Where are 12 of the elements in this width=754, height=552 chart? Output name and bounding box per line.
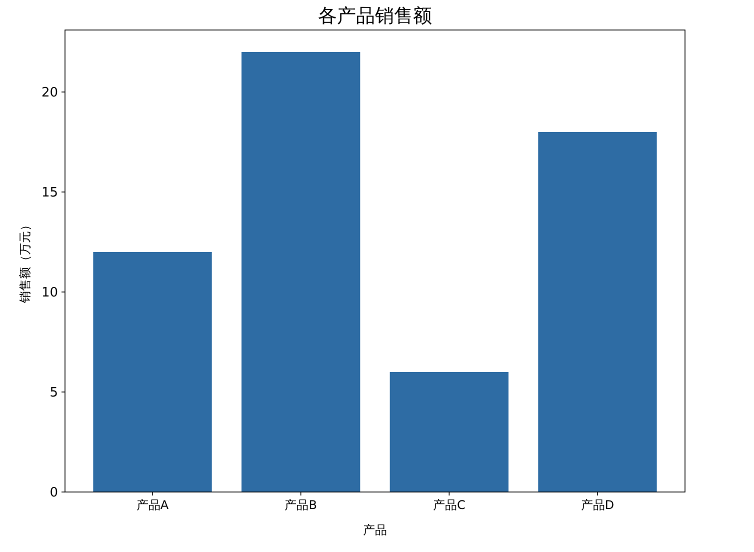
y-tick-label: 15 (41, 186, 58, 200)
y-tick-label: 10 (41, 286, 58, 300)
x-axis-title: 产品 (363, 523, 387, 537)
x-tick-label: 产品A (136, 498, 170, 512)
y-tick-label: 20 (41, 86, 58, 100)
chart-title: 各产品销售额 (318, 5, 432, 27)
y-axis-title: 销售额（万元） (18, 219, 32, 304)
y-tick-label: 5 (50, 386, 58, 400)
y-tick-label: 0 (50, 486, 58, 500)
x-tick-label: 产品B (284, 498, 317, 512)
x-tick-label: 产品C (432, 498, 466, 512)
x-tick-label: 产品D (580, 498, 614, 512)
